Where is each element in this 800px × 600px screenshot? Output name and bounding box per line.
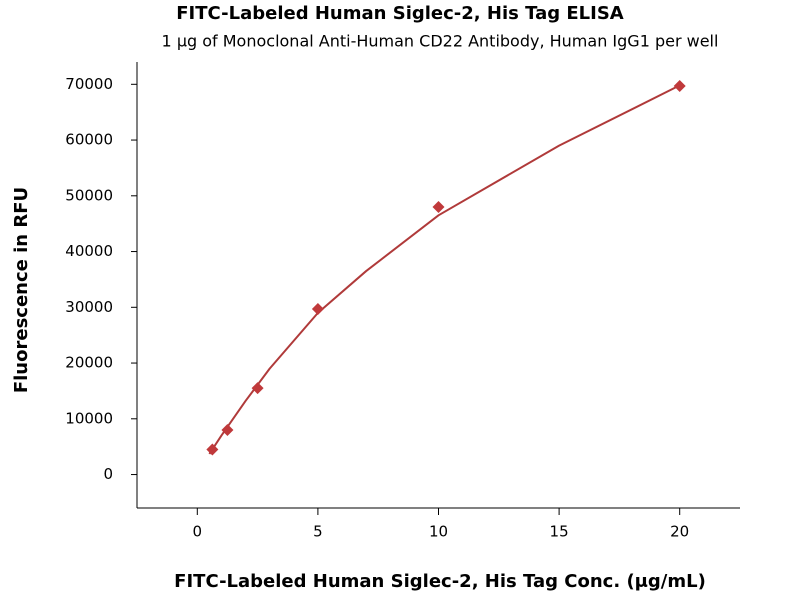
data-point (251, 382, 264, 395)
y-tick-label: 30000 (65, 298, 113, 316)
y-tick-label: 50000 (65, 186, 113, 204)
data-point (221, 423, 234, 436)
fit-curve (208, 84, 681, 455)
data-point (311, 302, 324, 315)
x-tick-label: 10 (429, 523, 448, 541)
data-point (673, 79, 686, 92)
y-tick-label: 0 (103, 465, 113, 483)
y-axis-label: Fluorescence in RFU (11, 187, 32, 393)
data-point (206, 443, 219, 456)
x-tick-label: 0 (193, 523, 203, 541)
x-axis-label: FITC-Labeled Human Siglec-2, His Tag Con… (174, 571, 706, 592)
chart-title: FITC-Labeled Human Siglec-2, His Tag ELI… (176, 3, 624, 24)
y-tick-label: 60000 (65, 131, 113, 149)
x-tick-label: 15 (550, 523, 569, 541)
y-tick-label: 20000 (65, 354, 113, 372)
chart-subtitle: 1 μg of Monoclonal Anti-Human CD22 Antib… (162, 32, 719, 51)
x-tick-label: 5 (313, 523, 323, 541)
y-tick-label: 10000 (65, 409, 113, 427)
y-tick-label: 40000 (65, 242, 113, 260)
data-point (432, 200, 445, 213)
x-tick-label: 20 (670, 523, 689, 541)
y-tick-label: 70000 (65, 75, 113, 93)
